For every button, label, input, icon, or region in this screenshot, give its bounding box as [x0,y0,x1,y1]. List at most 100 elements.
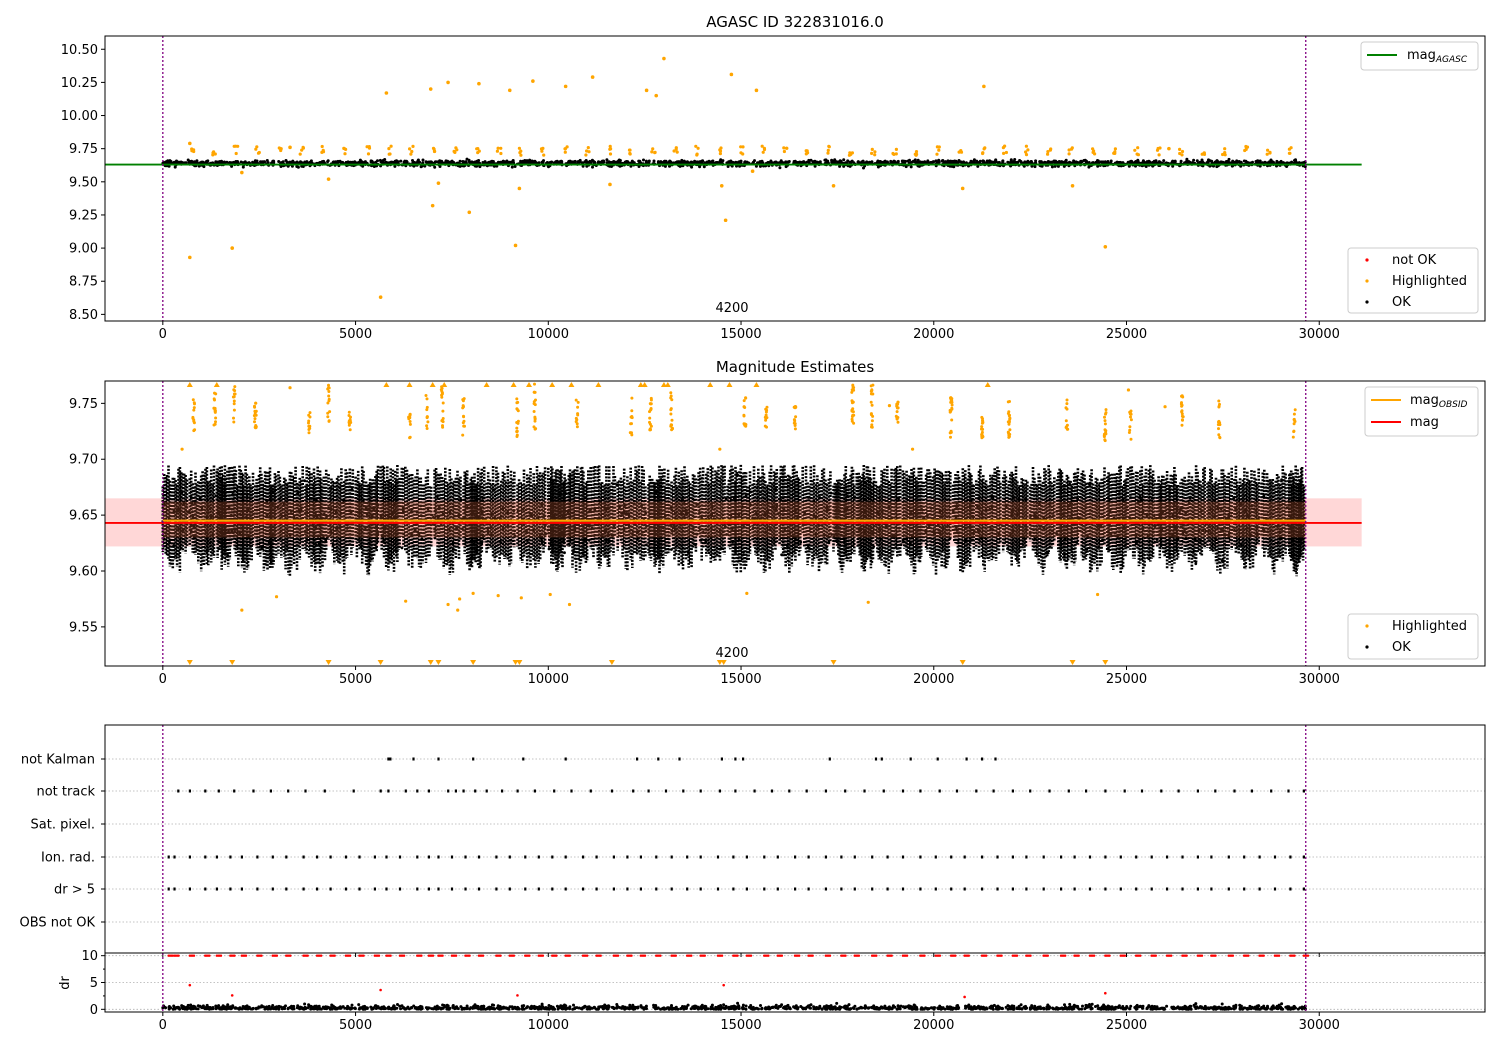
highlighted-point [895,417,899,421]
highlighted-point [326,401,330,405]
ok-point [1063,160,1067,164]
ok-point [865,160,869,164]
panel-1-xtick-label: 10000 [528,327,569,342]
highlighted-point [515,433,519,437]
ok-point [948,537,952,541]
panel-1-xtick-label: 25000 [1106,327,1147,342]
ok-point [661,526,665,530]
flag-mark [373,887,376,891]
ok-point [415,510,419,514]
highlighted-point [274,595,279,599]
highlighted-point [1007,419,1011,423]
flag-mark [450,887,454,891]
flag-mark [404,789,407,793]
flag-mark [1073,887,1076,891]
ok-point [765,509,769,513]
highlighted-point [1180,153,1184,157]
ok-point [173,161,176,165]
flag-mark [595,887,598,891]
ok-point [943,160,947,164]
panel-1-ytick-label: 10.25 [61,76,98,91]
highlighted-point [378,295,383,299]
highlighted-point [499,151,503,156]
highlighted-point [669,391,673,395]
flag-mark [776,855,779,859]
highlighted-point [629,415,633,419]
ok-point [1193,537,1197,541]
flag-mark [699,887,702,891]
highlighted-point [367,145,371,149]
highlighted-point [507,88,512,93]
highlighted-point [910,447,915,451]
highlighted-point [1216,423,1220,427]
ok-point [172,509,176,513]
ok-point [325,515,328,519]
ok-point [412,544,416,548]
panel-2-xtick-label: 5000 [339,672,372,687]
flag-mark [670,887,673,891]
ok-point [434,509,437,512]
ok-point [309,497,313,500]
ok-point [682,159,686,163]
flag-mark [215,855,218,859]
panel-2-ytick-label: 9.60 [69,565,98,580]
ok-point [1101,538,1104,542]
highlighted-point [192,401,196,405]
ok-point [778,166,782,170]
flag-mark [271,855,274,859]
ok-point [696,160,700,164]
ok-point [498,540,502,543]
flag-mark [955,789,959,793]
ok-point [301,165,305,168]
ok-point [583,539,586,543]
highlighted-point [648,416,652,420]
highlighted-point [1292,429,1296,433]
highlighted-point [628,151,632,156]
ok-point [305,161,309,165]
highlighted-point [742,413,746,417]
ok-point [1004,504,1008,508]
ok-point [303,479,306,483]
highlighted-point [873,153,877,157]
ok-point [739,159,743,163]
flag-mark [639,887,642,891]
ok-point [843,543,847,547]
highlighted-point [1007,410,1011,414]
flag-mark [582,855,585,859]
ok-point [678,164,682,168]
ok-point [433,165,437,169]
ok-point [809,158,813,162]
ok-point [783,499,787,502]
ok-point [205,537,209,540]
flag-mark [1181,855,1184,859]
ok-point [906,159,910,163]
flag-mark [880,757,883,761]
ok-point [419,165,423,169]
flag-mark [1104,887,1107,891]
ok-point [718,161,722,165]
highlighted-point [793,424,797,427]
ok-point [1192,158,1196,162]
ok-point [756,161,759,165]
ok-point [702,165,706,169]
flag-mark [639,855,642,859]
highlighted-point [499,146,503,150]
highlighted-point [584,153,588,157]
ok-point [787,160,791,163]
ok-point [1155,538,1159,541]
highlighted-point [949,396,952,400]
ok-point [667,161,671,165]
ok-point [724,497,728,500]
highlighted-point [1268,150,1272,154]
ok-point [956,491,959,494]
highlighted-point [587,150,591,154]
ok-point [637,165,641,168]
ok-point [1255,525,1258,529]
ok-point [825,545,828,549]
ok-point [435,495,439,498]
highlighted-point [980,434,984,438]
flag-mark [934,887,937,891]
highlighted-point [1217,419,1221,423]
ok-point [458,159,462,163]
flag-mark [934,855,937,859]
